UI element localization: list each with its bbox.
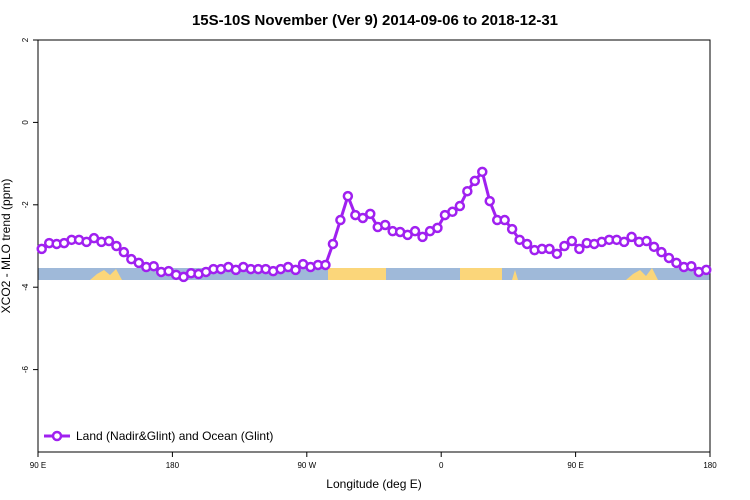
y-tick-label: 2	[21, 37, 30, 42]
land-mask	[38, 268, 710, 280]
data-point	[574, 243, 585, 255]
data-point	[551, 248, 563, 260]
data-point	[447, 206, 458, 218]
x-tick-label: 180	[703, 461, 717, 470]
data-point	[521, 238, 533, 250]
data-point	[462, 185, 473, 197]
y-tick-label: -2	[21, 201, 30, 209]
data-point	[626, 231, 637, 243]
data-point	[327, 238, 339, 250]
y-axis-label: XCO2 - MLO trend (ppm)	[0, 179, 13, 314]
x-tick-label: 90 E	[30, 461, 46, 470]
data-point	[499, 214, 510, 226]
data-point	[477, 166, 488, 178]
data-point	[469, 175, 481, 187]
data-point	[544, 243, 555, 255]
data-point	[671, 257, 682, 269]
data-point	[320, 259, 331, 271]
data-point	[103, 235, 115, 247]
x-tick-label: 0	[439, 461, 444, 470]
x-axis-label: Longitude (deg E)	[326, 477, 421, 491]
data-point	[409, 225, 421, 237]
data-point	[335, 214, 346, 226]
data-point	[417, 231, 428, 243]
data-point	[133, 257, 145, 269]
data-point	[663, 252, 675, 264]
legend-marker	[51, 430, 63, 442]
data-point	[484, 195, 495, 207]
y-tick-label: -4	[21, 283, 30, 291]
chart-title: 15S-10S November (Ver 9) 2014-09-06 to 2…	[192, 12, 558, 29]
data-point	[454, 200, 466, 212]
data-point	[111, 240, 122, 252]
data-point	[36, 243, 47, 255]
data-point	[357, 212, 369, 224]
data-point	[656, 246, 667, 258]
y-tick-label: 0	[21, 120, 30, 125]
data-point	[290, 264, 301, 276]
data-point	[365, 208, 376, 220]
data-point	[648, 241, 660, 253]
data-point	[701, 264, 712, 276]
y-tick-label: -6	[21, 365, 30, 373]
x-tick-label: 90 E	[567, 461, 583, 470]
data-point	[686, 260, 697, 272]
data-point	[342, 190, 354, 202]
data-point	[379, 219, 391, 231]
x-tick-label: 180	[166, 461, 180, 470]
plot-frame	[37, 39, 711, 453]
data-point	[641, 235, 652, 247]
data-point	[559, 240, 570, 252]
legend-label: Land (Nadir&Glint) and Ocean (Glint)	[76, 429, 273, 443]
data-point	[514, 234, 525, 246]
x-tick-label: 90 W	[297, 461, 316, 470]
data-point	[566, 235, 578, 247]
data-point	[118, 246, 130, 258]
data-point	[148, 260, 159, 272]
data-point	[618, 236, 630, 248]
data-point	[506, 223, 518, 235]
data-point	[432, 222, 443, 234]
